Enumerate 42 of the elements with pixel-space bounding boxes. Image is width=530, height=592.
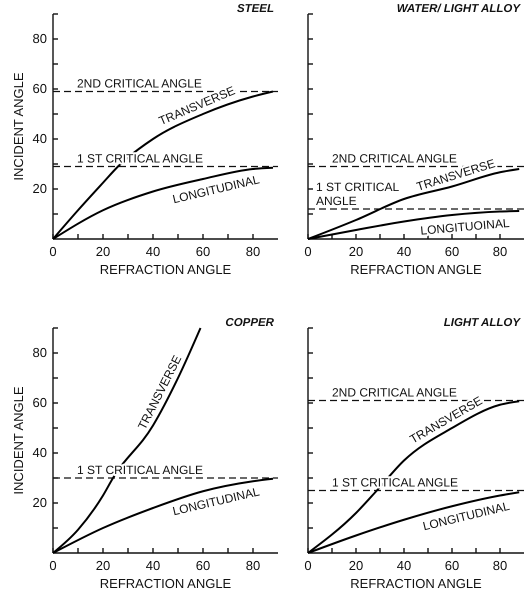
x-tick-label: 0 — [49, 558, 57, 574]
x-tick-label: 20 — [348, 244, 364, 260]
ref-line-label: 2ND CRITICAL ANGLE — [332, 386, 457, 400]
x-tick-label: 40 — [146, 558, 160, 574]
y-tick-label: 80 — [32, 31, 47, 46]
x-tick-label: 60 — [196, 558, 210, 574]
x-tick-label: 0 — [304, 558, 312, 574]
x-axis-title: REFRACTION ANGLE — [100, 262, 232, 277]
x-tick-label: 60 — [444, 244, 460, 260]
x-tick-label: 60 — [196, 244, 210, 260]
x-tick-label: 80 — [492, 558, 508, 574]
x-tick-label: 80 — [492, 244, 508, 260]
chart-title: COPPER — [225, 317, 275, 329]
y-tick-label: 20 — [32, 495, 47, 510]
x-axis-title: REFRACTION ANGLE — [100, 576, 232, 591]
y-tick-label: 80 — [32, 345, 47, 360]
y-tick-label: 40 — [32, 445, 47, 460]
ref-line-label: 2ND CRITICAL ANGLE — [77, 76, 202, 90]
x-tick-label: 0 — [304, 244, 312, 260]
x-tick-label: 20 — [348, 558, 364, 574]
y-tick-label: 60 — [32, 395, 47, 410]
x-tick-label: 60 — [444, 558, 460, 574]
x-axis-title: REFRACTION ANGLE — [350, 262, 482, 277]
ref-line-label: 1 ST CRITICAL ANGLE — [316, 180, 400, 208]
x-tick-label: 20 — [96, 244, 110, 260]
x-tick-label: 40 — [146, 244, 160, 260]
text: LONGITUOINAL — [420, 216, 510, 238]
x-tick-label: 20 — [96, 558, 110, 574]
x-tick-label: 0 — [49, 244, 57, 260]
y-axis-title: INCIDENT ANGLE — [11, 386, 26, 495]
x-tick-label: 80 — [246, 244, 260, 260]
chart-title: STEEL — [236, 3, 274, 15]
x-tick-label: 40 — [396, 244, 412, 260]
y-tick-label: 20 — [32, 181, 47, 196]
chart-title: LIGHT ALLOY — [444, 317, 522, 329]
y-tick-label: 40 — [32, 131, 47, 146]
x-tick-label: 40 — [396, 558, 412, 574]
chart-title: WATER/ LIGHT ALLOY — [396, 3, 522, 15]
y-tick-label: 60 — [32, 81, 47, 96]
y-axis-title: INCIDENT ANGLE — [11, 72, 26, 181]
x-tick-label: 80 — [246, 558, 260, 574]
x-axis-title: REFRACTION ANGLE — [350, 576, 482, 591]
